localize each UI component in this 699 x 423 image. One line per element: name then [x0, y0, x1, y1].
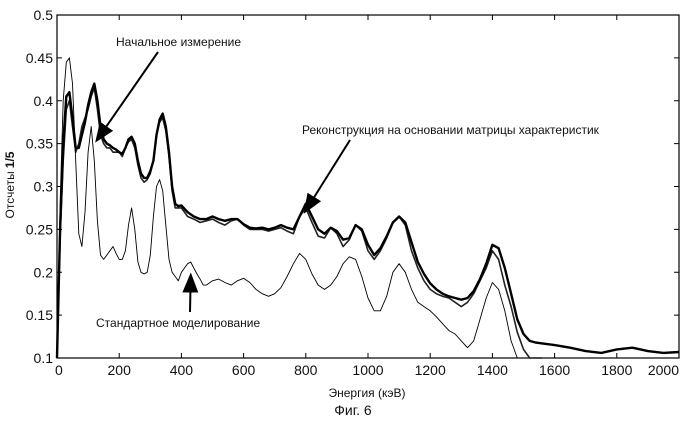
x-tick-label: 1200: [415, 362, 446, 378]
annotation-arrow-reconstruction: [306, 140, 350, 211]
annotation-standard-modeling: Стандартное моделирование: [96, 316, 260, 330]
x-tick-label: 1400: [477, 362, 508, 378]
x-tick-label: 1800: [601, 362, 632, 378]
y-axis-label-group: Отсчеты 1/5: [3, 151, 17, 218]
x-tick-label: 1600: [539, 362, 570, 378]
y-tick-label: 0.35: [26, 136, 53, 152]
x-tick-label: 1000: [352, 362, 383, 378]
annotation-initial-measurement: Начальное измерение: [116, 35, 241, 49]
annotation-arrow-standard-modeling: [190, 277, 191, 312]
annotation-reconstruction: Реконструкция на основании матрицы харак…: [302, 123, 600, 137]
figure-caption: Фиг. 6: [334, 402, 372, 418]
series-layer: [57, 58, 679, 358]
x-tick-label: 200: [108, 362, 132, 378]
x-tick-label: 0: [55, 362, 63, 378]
x-tick-label: 800: [294, 362, 318, 378]
y-tick-label: 0.25: [26, 221, 53, 237]
y-tick-label: 0.45: [26, 50, 53, 66]
y-axis-label-exponent: 1/5: [3, 151, 17, 168]
y-tick-label: 0.3: [34, 179, 54, 195]
y-tick-label: 0.2: [34, 264, 54, 280]
y-axis-label-text: Отсчеты: [3, 171, 17, 218]
annotation-arrow-initial-measurement: [97, 52, 158, 139]
x-tick-label: 2000: [648, 362, 679, 378]
y-tick-label: 0.1: [34, 350, 54, 366]
y-axis-label: Отсчеты 1/5: [3, 151, 17, 218]
y-tick-label: 0.15: [26, 307, 53, 323]
series-line-standard: [57, 58, 517, 358]
y-tick-label: 0.4: [34, 93, 54, 109]
x-axis-label: Энергия (кэВ): [328, 386, 405, 400]
x-tick-label: 400: [170, 362, 194, 378]
y-tick-label: 0.5: [34, 7, 54, 23]
x-tick-label: 600: [232, 362, 256, 378]
plot-frame: [57, 15, 679, 358]
